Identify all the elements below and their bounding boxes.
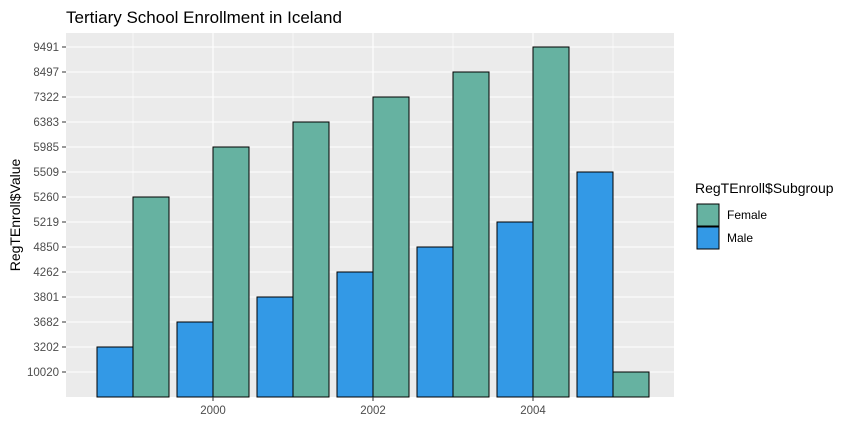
y-axis-title: RegTEnroll$Value — [7, 159, 23, 272]
bars — [96, 46, 650, 398]
bar-female — [212, 146, 250, 398]
chart-title: Tertiary School Enrollment in Iceland — [66, 8, 342, 27]
bar-male — [256, 296, 294, 398]
legend-key-female — [696, 203, 720, 227]
bar-male — [416, 246, 454, 398]
bar-female — [372, 96, 410, 398]
y-tick-label: 3801 — [33, 292, 59, 304]
y-tick-label: 5509 — [33, 167, 59, 179]
y-tick-label: 3682 — [33, 317, 59, 329]
x-tick-label: 2002 — [360, 405, 386, 417]
x-tick-label: 2000 — [200, 405, 226, 417]
y-tick-label: 4262 — [33, 267, 59, 279]
y-tick-label: 5985 — [33, 142, 59, 154]
y-tick-label: 8497 — [33, 67, 59, 79]
y-tick-label: 9491 — [33, 42, 59, 54]
y-tick-label: 10020 — [27, 367, 59, 379]
y-tick-label: 4850 — [33, 242, 59, 254]
legend-label-female: Female — [727, 208, 767, 222]
legend: RegTEnroll$Subgroup Female Male — [695, 180, 834, 250]
bar-female — [292, 121, 330, 398]
bar-female — [452, 71, 490, 398]
y-tick-label: 5260 — [33, 192, 59, 204]
x-tick-label: 2004 — [520, 405, 546, 417]
bar-male — [496, 221, 534, 398]
bar-male — [576, 171, 614, 398]
y-tick-label: 5219 — [33, 217, 59, 229]
y-axis-ticks: 10020 3202 3682 3801 4262 4850 5219 5260 5509 598… — [27, 42, 66, 379]
y-tick-label: 6383 — [33, 117, 59, 129]
legend-title: RegTEnroll$Subgroup — [695, 180, 834, 196]
bar-male — [336, 271, 374, 398]
y-tick-label: 7322 — [33, 92, 59, 104]
bar-male — [96, 346, 134, 398]
x-axis-ticks: 2000 2002 2004 — [200, 397, 546, 417]
bar-female — [532, 46, 570, 398]
legend-label-male: Male — [727, 231, 753, 245]
y-tick-label: 3202 — [33, 342, 59, 354]
bar-female — [132, 196, 170, 398]
bar-female — [612, 371, 650, 398]
bar-male — [176, 321, 214, 398]
legend-key-male — [696, 226, 720, 250]
